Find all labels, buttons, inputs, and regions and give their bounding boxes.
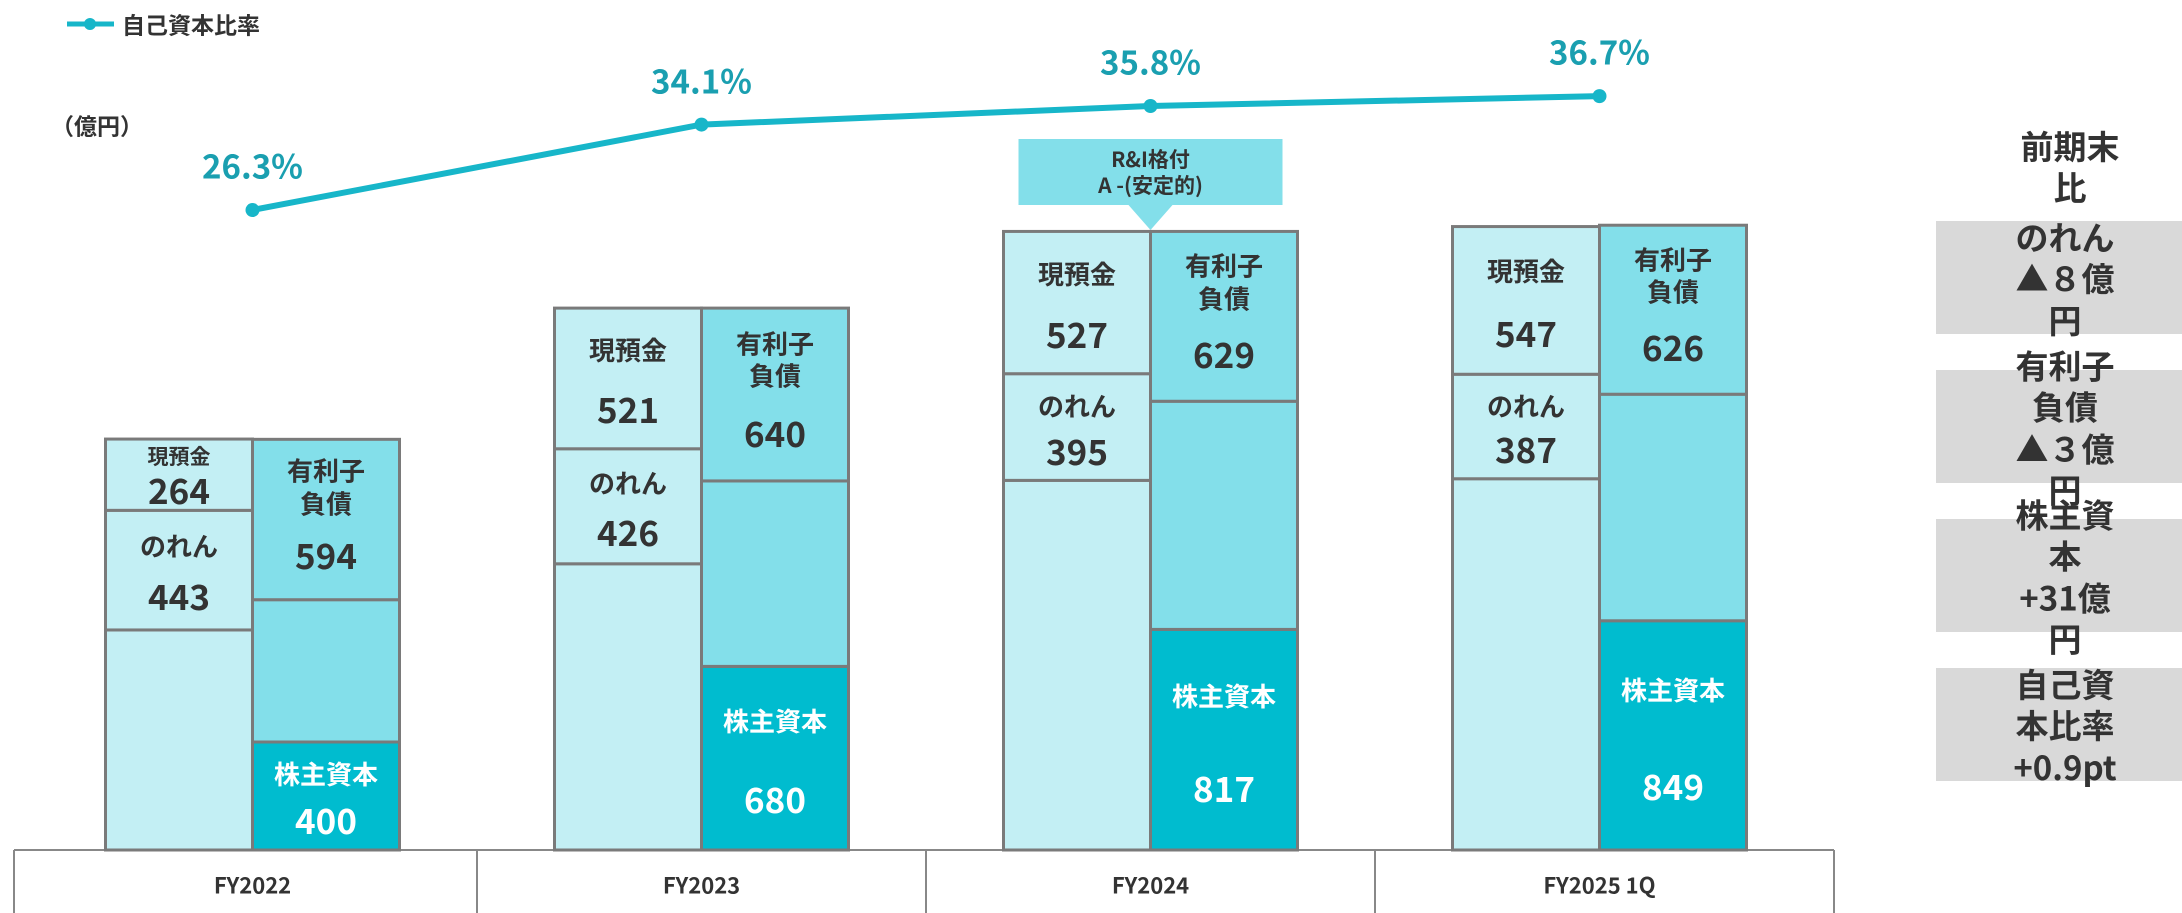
bar-segment [104, 508, 254, 632]
data-label: 387 [1495, 423, 1557, 475]
data-label: 35.8% [1100, 36, 1201, 85]
segment-name: 現預金 [1037, 254, 1117, 292]
segment-name: 株主資本 [273, 755, 379, 793]
bar-segment [1002, 478, 1152, 852]
bar-segment [1451, 372, 1601, 481]
bar-segment [553, 447, 703, 566]
segment-name: 有利子 負債 [1184, 246, 1264, 317]
bar-segment [251, 740, 401, 852]
x-tick-label: FY2025 1Q [1543, 868, 1656, 901]
bar-segment [1002, 229, 1152, 376]
line-point [1592, 89, 1607, 104]
bar-segment [1451, 477, 1601, 852]
data-label: 527 [1046, 308, 1108, 359]
bar-segment [1002, 372, 1152, 482]
segment-name: 株主資本 [1171, 676, 1277, 714]
legend-label: 自己資本比率 [122, 6, 260, 41]
data-label: 395 [1046, 424, 1108, 476]
segment-name: 有利子 負債 [735, 324, 815, 394]
bar-segment [1598, 619, 1748, 852]
line-point [245, 203, 260, 218]
line [251, 93, 1600, 213]
segment-name: 株主資本 [722, 702, 828, 740]
comparison-box [1936, 668, 2182, 781]
bar-segment [1149, 399, 1299, 631]
line-point [694, 117, 709, 132]
bar-segment [251, 437, 401, 602]
data-label: 629 [1193, 327, 1255, 379]
bar-segment [553, 306, 703, 451]
bar-segment [104, 437, 254, 512]
data-label: 264 [148, 464, 210, 516]
bar-segment [700, 479, 850, 668]
data-label: 26.3% [202, 140, 303, 189]
line-point [1143, 98, 1158, 113]
segment-name: 現預金 [588, 331, 668, 369]
data-label: 34.1% [651, 54, 752, 103]
legend-marker [84, 18, 96, 30]
x-tick-label: FY2022 [213, 868, 292, 901]
x-tick-label: FY2024 [1111, 868, 1190, 901]
data-label: 817 [1193, 762, 1255, 814]
bar-segment [1149, 229, 1299, 403]
bar-segment [1451, 225, 1601, 376]
data-label: 680 [744, 772, 806, 824]
data-label: 626 [1642, 321, 1704, 373]
comparison-item: 自己資本比率 +0.9pt [2013, 659, 2117, 790]
segment-name: 現預金 [147, 441, 211, 472]
data-label: 521 [597, 383, 659, 435]
bar-segment [104, 628, 254, 852]
segment-name: 現預金 [1486, 251, 1566, 289]
data-label: 594 [295, 528, 357, 580]
data-label: 426 [597, 505, 659, 557]
segment-name: のれん [588, 464, 668, 502]
comparison-title: 前期末比 [2020, 120, 2120, 210]
data-label: 640 [744, 406, 806, 458]
comparison-box [1936, 370, 2182, 483]
comparison-box [1936, 519, 2182, 632]
bar-segment [1149, 627, 1299, 852]
data-label: 443 [148, 570, 210, 622]
bar-segment [1598, 223, 1748, 396]
annotation: R&I格付 A -(安定的) [1098, 143, 1203, 200]
comparison-item: 株主資本 +31億円 [2015, 489, 2115, 662]
segment-name: 有利子 負債 [1633, 240, 1713, 310]
unit-label: （億円） [51, 107, 143, 142]
segment-name: のれん [1037, 386, 1117, 424]
callout [1018, 139, 1283, 230]
segment-name: 株主資本 [1620, 670, 1726, 708]
bar-segment [1598, 392, 1748, 623]
bar-segment [700, 664, 850, 852]
x-tick-label: FY2023 [662, 868, 741, 901]
data-label: 849 [1642, 759, 1704, 811]
data-label: 400 [295, 793, 357, 845]
bar-segment [553, 562, 703, 852]
segment-name: 有利子 負債 [286, 451, 366, 522]
segment-name: のれん [1486, 386, 1566, 424]
comparison-item: 有利子負債 ▲３億円 [2015, 340, 2115, 513]
comparison-item: のれん ▲８億円 [2015, 212, 2115, 343]
comparison-box [1936, 221, 2182, 334]
bar-segment [700, 306, 850, 483]
data-label: 547 [1495, 307, 1557, 359]
segment-name: のれん [139, 526, 219, 564]
bar-segment [251, 598, 401, 744]
data-label: 36.7% [1549, 26, 1650, 75]
